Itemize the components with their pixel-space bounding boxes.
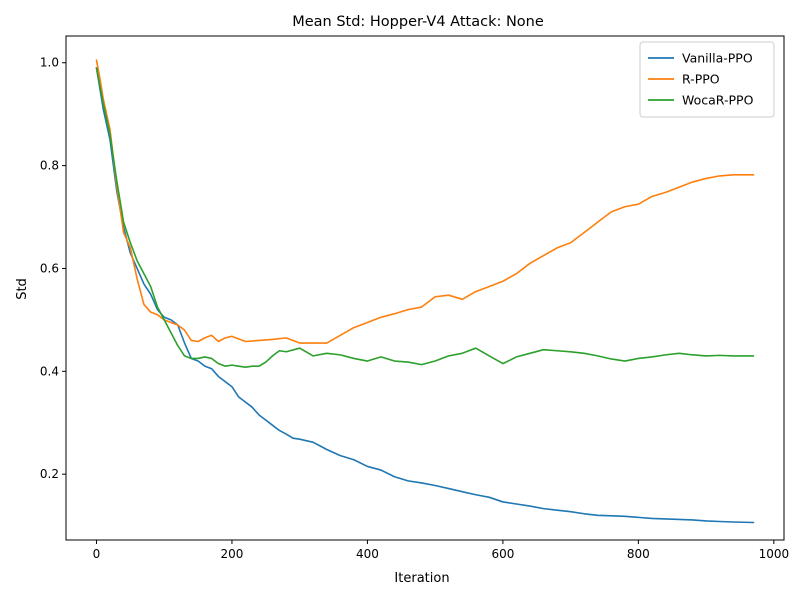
y-tick-label: 0.8 bbox=[40, 159, 59, 173]
y-tick-label: 0.4 bbox=[40, 364, 59, 378]
series-line-wocar-ppo bbox=[95, 67, 755, 369]
series-line-vanilla-ppo bbox=[95, 67, 755, 524]
x-tick-label: 800 bbox=[627, 547, 650, 561]
legend: Vanilla-PPO R-PPO WocaR-PPO bbox=[639, 41, 775, 118]
x-axis-title: Iteration bbox=[394, 571, 449, 586]
y-axis: 0.2 0.4 0.6 0.8 1.0 bbox=[40, 56, 66, 481]
chart-title: Mean Std: Hopper-V4 Attack: None bbox=[292, 14, 544, 30]
plot-frame bbox=[65, 35, 785, 541]
legend-label: R-PPO bbox=[682, 72, 720, 87]
y-tick-label: 0.2 bbox=[40, 467, 59, 481]
legend-label: Vanilla-PPO bbox=[682, 51, 753, 66]
legend-label: WocaR-PPO bbox=[682, 93, 754, 108]
y-tick-label: 1.0 bbox=[40, 56, 59, 70]
series-line-r-ppo bbox=[95, 59, 755, 344]
x-axis: 0 200 400 600 800 1000 bbox=[93, 540, 789, 561]
x-tick-label: 1000 bbox=[759, 547, 790, 561]
plot-lines bbox=[95, 59, 755, 524]
x-tick-label: 200 bbox=[220, 547, 243, 561]
x-tick-label: 400 bbox=[356, 547, 379, 561]
y-axis-title: Std bbox=[15, 278, 30, 300]
y-tick-label: 0.6 bbox=[40, 261, 59, 275]
x-tick-label: 0 bbox=[93, 547, 101, 561]
legend-box bbox=[639, 41, 775, 118]
x-tick-label: 600 bbox=[491, 547, 514, 561]
